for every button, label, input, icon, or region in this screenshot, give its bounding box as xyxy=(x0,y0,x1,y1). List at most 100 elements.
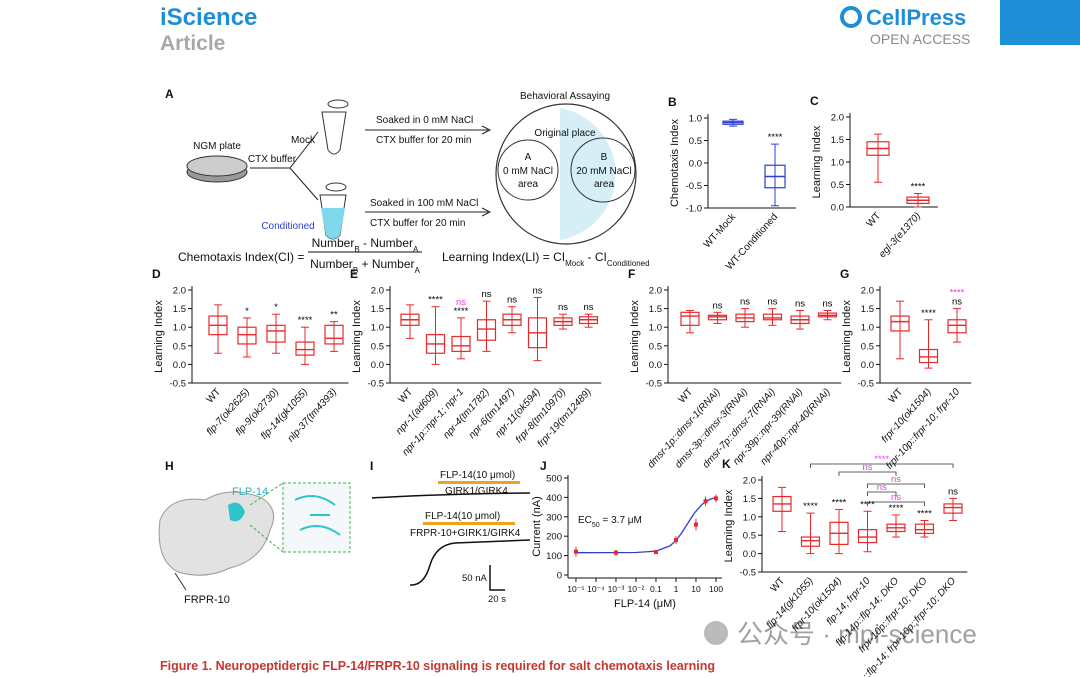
y-tick-label: 0.0 xyxy=(861,360,874,371)
inset-lines xyxy=(249,482,284,553)
trace xyxy=(371,492,531,499)
panel-letter: E xyxy=(350,267,358,281)
watermark-text: 公众号 · mpi-science xyxy=(737,619,977,649)
y-tick-label: 1.0 xyxy=(173,323,186,334)
tube-cap xyxy=(325,182,347,192)
label: Soaked in 100 mM NaCl xyxy=(370,198,478,209)
comparison-bracket xyxy=(810,463,954,468)
panel-letter: I xyxy=(370,459,373,473)
y-tick-label: 2.0 xyxy=(831,113,844,124)
point xyxy=(713,496,718,501)
significance: **** xyxy=(298,315,313,326)
y-axis-label: Learning Index xyxy=(629,300,641,373)
significance: ns xyxy=(740,297,750,308)
formula: Learning Index(LI) = CIMock - CIConditio… xyxy=(442,250,650,268)
box xyxy=(266,324,286,343)
box xyxy=(762,313,783,321)
y-tick-label: 1.5 xyxy=(371,304,384,315)
y-tick-label: 1.5 xyxy=(831,135,844,146)
box xyxy=(800,536,821,547)
y-tick-label: 1.5 xyxy=(861,304,874,315)
box xyxy=(237,326,257,345)
y-tick-label: 0.5 xyxy=(173,341,186,352)
y-axis-label: Learning Index xyxy=(153,300,165,373)
x-tick-label: 0.1 xyxy=(650,584,662,594)
x-tick-label: 100 xyxy=(709,584,723,594)
label: Soaked in 0 mM NaCl xyxy=(376,115,473,126)
panel-a: A NGM plate CTX buffer Mock Conditioned … xyxy=(165,87,650,275)
area-b xyxy=(570,137,636,203)
label: Original place xyxy=(534,128,596,139)
y-tick-label: 1.0 xyxy=(371,323,384,334)
box xyxy=(295,341,315,356)
y-tick-label: -0.5 xyxy=(858,379,874,390)
publisher: CellPress xyxy=(866,5,966,30)
y-tick-label: 0.0 xyxy=(831,203,844,214)
y-tick-label: 0.5 xyxy=(371,341,384,352)
box xyxy=(890,315,910,332)
formula-part: - CI xyxy=(584,250,607,264)
box xyxy=(476,319,497,341)
significance: ns xyxy=(948,486,958,497)
label: Behavioral Assaying xyxy=(520,91,610,102)
y-tick-label: -1.0 xyxy=(686,204,702,215)
corner-block xyxy=(1000,0,1080,45)
label: CTX buffer for 20 min xyxy=(376,135,471,146)
y-tick-label: 2.0 xyxy=(649,286,662,297)
significance: ns xyxy=(558,302,568,313)
label: Mock xyxy=(291,135,316,146)
y-tick-label: -0.5 xyxy=(740,568,756,579)
watermark: 公众号 · mpi-science xyxy=(704,619,977,649)
y-axis-label: Learning Index xyxy=(351,300,363,373)
significance: **** xyxy=(921,308,936,319)
significance: ns xyxy=(481,289,491,300)
significance: **** xyxy=(803,501,818,512)
annotation: EC50 = 3.7 μM xyxy=(578,515,642,529)
label: 20 mM NaCl xyxy=(576,166,632,177)
panel-letter: B xyxy=(668,95,677,109)
label: 20 s xyxy=(488,594,506,605)
point xyxy=(653,550,658,555)
formula: Chemotaxis Index(CI) = xyxy=(178,250,304,264)
annotation-part: = 3.7 μM xyxy=(600,515,642,526)
label: Conditioned xyxy=(261,221,314,232)
label: CTX buffer xyxy=(248,154,297,165)
x-tick-label: 10⁻² xyxy=(628,584,645,594)
y-tick-label: 0.0 xyxy=(743,549,756,560)
panel-letter: A xyxy=(165,87,174,101)
subscript: B xyxy=(353,266,358,275)
label: NGM plate xyxy=(193,141,241,152)
inset xyxy=(282,482,351,553)
ligand-surface xyxy=(228,502,245,522)
significance: ns xyxy=(532,285,542,296)
significance: **** xyxy=(911,182,926,193)
y-tick-label: 2.0 xyxy=(371,286,384,297)
y-axis-label: Learning Index xyxy=(811,125,823,198)
label: B xyxy=(601,152,608,163)
significance: ns xyxy=(767,297,777,308)
y-tick-label: 1.0 xyxy=(743,512,756,523)
label: FLP-14 xyxy=(232,486,268,498)
y-tick-label: 400 xyxy=(546,493,562,504)
point xyxy=(693,522,698,527)
box xyxy=(943,503,963,514)
y-tick-label: 1.5 xyxy=(649,304,662,315)
formula-part: Learning Index(LI) = CI xyxy=(442,250,565,264)
box xyxy=(707,314,728,321)
box xyxy=(914,523,935,534)
comparison-label: ns xyxy=(891,474,901,485)
significance: ns xyxy=(583,302,593,313)
pointer xyxy=(174,572,187,591)
label: CTX buffer for 20 min xyxy=(370,218,465,229)
open-access: OPEN ACCESS xyxy=(870,31,970,47)
watermark-icon xyxy=(704,621,728,645)
y-tick-label: 200 xyxy=(546,532,562,543)
assay-plate xyxy=(495,103,637,245)
y-tick-label: 0.0 xyxy=(649,360,662,371)
comparison-label: ns xyxy=(877,482,887,493)
y-tick-label: 0.0 xyxy=(173,360,186,371)
y-tick-label: 1.5 xyxy=(173,304,186,315)
significance: **** xyxy=(917,508,932,519)
label: FLP-14(10 μmol) xyxy=(440,470,515,481)
y-tick-label: 0.5 xyxy=(861,341,874,352)
